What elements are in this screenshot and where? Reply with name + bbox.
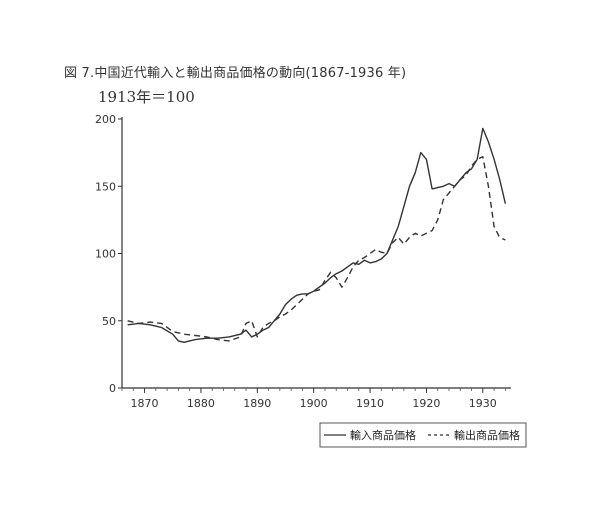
chart-legend: 輸入商品価格 輸出商品価格 (319, 422, 527, 448)
x-tick-label: 1890 (243, 397, 271, 410)
chart-axes: 0 50 100 150 200 1870 1880 1890 1900 1910 1920 1930 (95, 113, 511, 410)
x-tick-label: 1870 (131, 397, 159, 410)
legend-box (319, 422, 527, 448)
x-tick-label: 1900 (300, 397, 328, 410)
series-line-1 (127, 127, 507, 343)
y-tick-label: 50 (102, 315, 116, 328)
x-tick-label: 1910 (356, 397, 384, 410)
y-tick-label: 0 (109, 382, 116, 395)
x-tick-label: 1920 (412, 397, 440, 410)
series-line-2 (127, 156, 506, 342)
x-tick-label: 1880 (187, 397, 215, 410)
chart-subtitle: 1913年＝100 (98, 88, 195, 106)
chart-lines (127, 127, 507, 343)
legend-label-2: 輸出商品価格 (454, 428, 520, 442)
x-tick-label: 1930 (469, 397, 497, 410)
y-tick-label: 200 (95, 113, 116, 126)
y-tick-label: 150 (95, 180, 116, 193)
chart-title: 図 7.中国近代輸入と輸出商品価格の動向(1867-1936 年) (64, 66, 407, 81)
legend-label-1: 輸入商品価格 (350, 428, 416, 442)
y-tick-label: 100 (95, 248, 116, 261)
